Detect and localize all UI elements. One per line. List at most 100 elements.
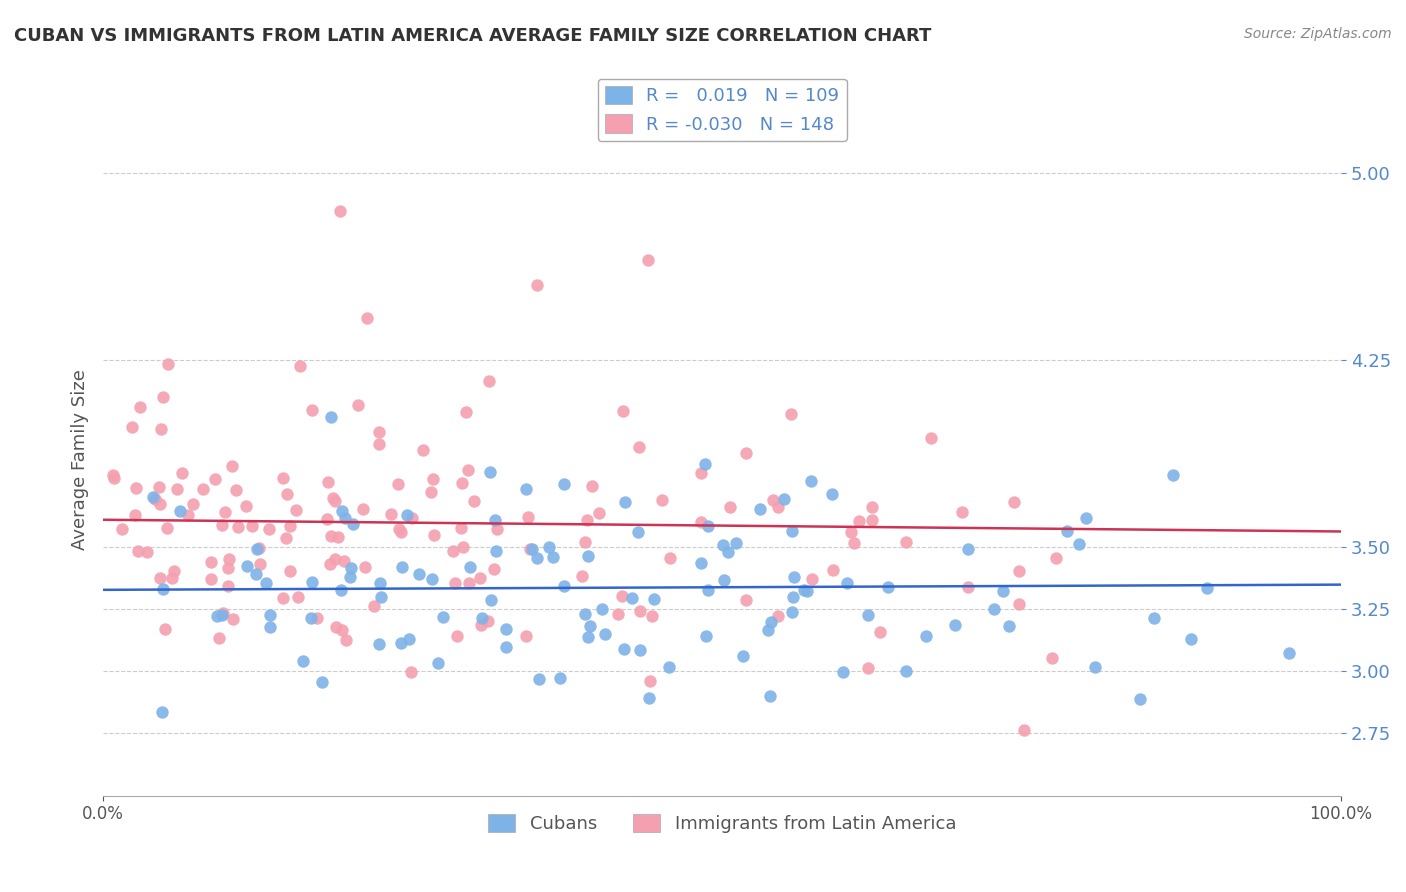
Point xyxy=(325,619,347,633)
Point xyxy=(658,660,681,674)
Point xyxy=(1074,511,1097,525)
Point xyxy=(217,561,239,575)
Point xyxy=(773,491,796,506)
Point xyxy=(211,518,233,533)
Point xyxy=(323,551,346,566)
Point xyxy=(156,521,179,535)
Point xyxy=(319,409,342,424)
Point xyxy=(127,543,149,558)
Point xyxy=(591,602,613,616)
Point xyxy=(396,508,419,523)
Point xyxy=(218,552,240,566)
Point xyxy=(335,632,357,647)
Text: CUBAN VS IMMIGRANTS FROM LATIN AMERICA AVERAGE FAMILY SIZE CORRELATION CHART: CUBAN VS IMMIGRANTS FROM LATIN AMERICA A… xyxy=(14,27,931,45)
Point xyxy=(143,491,166,506)
Point xyxy=(401,511,423,525)
Point xyxy=(311,675,333,690)
Point xyxy=(246,542,269,557)
Point xyxy=(526,550,548,565)
Point xyxy=(1014,723,1036,737)
Point xyxy=(628,643,651,657)
Point xyxy=(481,592,503,607)
Point xyxy=(450,476,472,491)
Point xyxy=(363,599,385,614)
Point xyxy=(485,544,508,558)
Point xyxy=(943,617,966,632)
Point xyxy=(734,593,756,607)
Point xyxy=(643,592,665,607)
Point xyxy=(495,640,517,654)
Point xyxy=(389,636,412,650)
Point xyxy=(278,564,301,578)
Y-axis label: Average Family Size: Average Family Size xyxy=(72,369,89,550)
Point xyxy=(235,499,257,513)
Point xyxy=(412,443,434,458)
Point xyxy=(368,637,391,651)
Point xyxy=(1056,524,1078,538)
Point xyxy=(651,493,673,508)
Point xyxy=(733,649,755,664)
Point xyxy=(446,628,468,642)
Point xyxy=(1040,651,1063,665)
Point xyxy=(322,491,344,505)
Point xyxy=(896,664,918,678)
Point xyxy=(142,490,165,504)
Point xyxy=(800,474,823,488)
Point xyxy=(124,481,146,495)
Point xyxy=(330,623,353,637)
Point xyxy=(485,522,508,536)
Point xyxy=(1278,646,1301,660)
Point xyxy=(717,545,740,559)
Point xyxy=(860,513,883,527)
Point xyxy=(307,610,329,624)
Point xyxy=(432,609,454,624)
Point xyxy=(835,576,858,591)
Point xyxy=(408,567,430,582)
Point xyxy=(762,493,785,508)
Point xyxy=(548,671,571,685)
Point xyxy=(1008,597,1031,611)
Point xyxy=(842,536,865,550)
Point xyxy=(659,550,682,565)
Legend: R =   0.019   N = 109, R = -0.030   N = 148: R = 0.019 N = 109, R = -0.030 N = 148 xyxy=(598,78,846,141)
Point xyxy=(301,574,323,589)
Point xyxy=(470,571,492,585)
Point xyxy=(697,583,720,598)
Point xyxy=(157,357,180,371)
Point xyxy=(323,494,346,508)
Point xyxy=(352,502,374,516)
Point xyxy=(690,556,713,570)
Point xyxy=(628,604,651,618)
Point xyxy=(458,559,481,574)
Point xyxy=(1142,611,1164,625)
Point xyxy=(221,458,243,473)
Point xyxy=(420,572,443,586)
Point xyxy=(537,540,560,554)
Point xyxy=(515,629,537,643)
Point xyxy=(340,561,363,575)
Point xyxy=(367,437,389,451)
Point xyxy=(333,554,356,568)
Point xyxy=(860,500,883,515)
Point xyxy=(318,558,340,572)
Point xyxy=(997,619,1019,633)
Point xyxy=(581,479,603,493)
Point xyxy=(894,535,917,549)
Point xyxy=(983,601,1005,615)
Point xyxy=(299,611,322,625)
Point xyxy=(515,482,537,496)
Point xyxy=(458,576,481,591)
Point xyxy=(484,513,506,527)
Point xyxy=(848,514,870,528)
Point xyxy=(454,405,477,419)
Point xyxy=(734,446,756,460)
Point xyxy=(856,661,879,675)
Point xyxy=(280,519,302,533)
Point xyxy=(226,520,249,534)
Point xyxy=(329,203,352,218)
Point xyxy=(796,583,818,598)
Point xyxy=(153,622,176,636)
Point xyxy=(370,591,392,605)
Point xyxy=(315,512,337,526)
Point xyxy=(522,542,544,557)
